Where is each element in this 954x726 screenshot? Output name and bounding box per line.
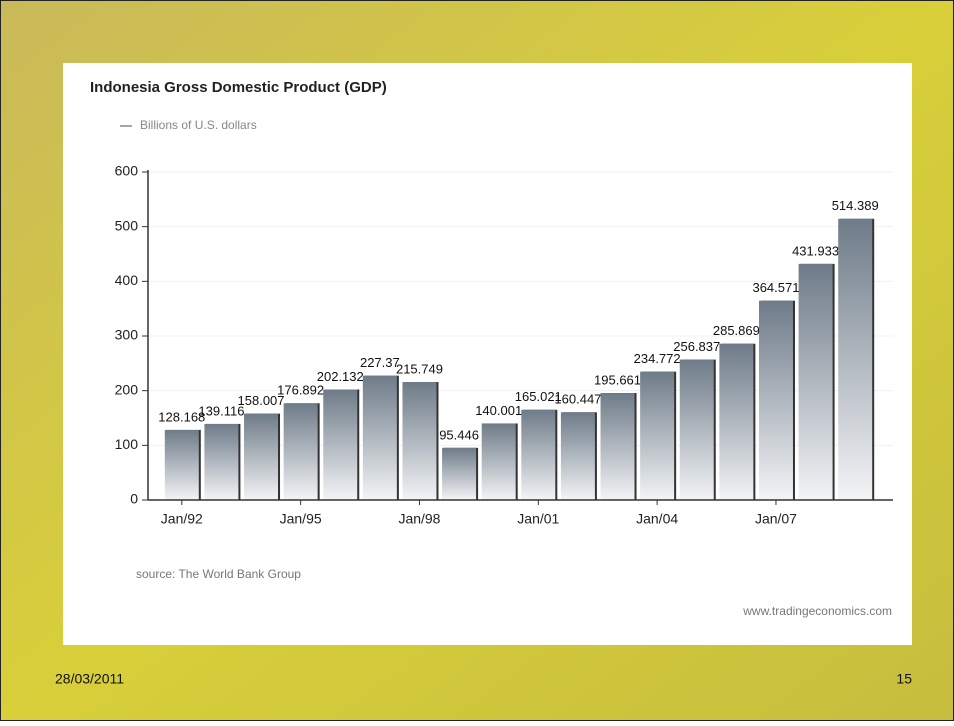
bar <box>442 447 477 500</box>
value-label: 140.001 <box>475 403 522 418</box>
y-tick-label: 200 <box>115 381 139 397</box>
x-tick-label: Jan/04 <box>636 511 678 527</box>
source: source: The World Bank Group <box>136 567 301 581</box>
value-label: 256.837 <box>673 339 720 354</box>
value-label: 160.447 <box>554 392 601 407</box>
bar <box>244 413 279 500</box>
bar <box>521 409 556 500</box>
bar <box>838 218 873 501</box>
value-label: 431.933 <box>792 243 839 258</box>
legend-label: Billions of U.S. dollars <box>140 118 257 132</box>
x-tick-label: Jan/01 <box>517 511 559 527</box>
bar <box>560 412 595 500</box>
y-tick-label: 500 <box>115 217 139 233</box>
value-label: 128.168 <box>158 409 205 424</box>
x-tick-label: Jan/98 <box>398 511 440 527</box>
value-label: 95.446 <box>439 427 479 442</box>
value-label: 176.892 <box>277 383 324 398</box>
slide-date: 28/03/2011 <box>55 671 124 687</box>
bar <box>481 423 516 500</box>
bar <box>719 343 754 500</box>
slide-number: 15 <box>896 671 912 687</box>
x-tick-label: Jan/95 <box>280 511 322 527</box>
x-tick-label: Jan/92 <box>161 511 203 527</box>
value-label: 234.772 <box>634 351 681 366</box>
x-tick-label: Jan/07 <box>755 511 797 527</box>
value-label: 139.116 <box>198 403 244 418</box>
bar <box>798 263 833 500</box>
bar <box>283 403 318 500</box>
value-label: 227.37 <box>360 355 400 370</box>
value-label: 514.389 <box>832 198 879 213</box>
y-tick-label: 600 <box>115 163 139 179</box>
y-tick-label: 300 <box>115 327 139 343</box>
value-label: 202.132 <box>317 369 364 384</box>
bar <box>402 382 437 500</box>
bar <box>323 389 358 500</box>
chart-title: Indonesia Gross Domestic Product (GDP) <box>90 79 387 96</box>
value-label: 158.007 <box>238 393 285 408</box>
value-label: 165.021 <box>515 389 562 404</box>
value-label: 285.869 <box>713 323 760 338</box>
value-label: 364.571 <box>752 280 799 295</box>
y-tick-label: 400 <box>115 272 139 288</box>
bar <box>362 375 397 500</box>
y-tick-label: 100 <box>115 436 139 452</box>
value-label: 215.749 <box>396 361 443 376</box>
bar <box>164 429 199 500</box>
y-tick-label: 0 <box>130 491 138 507</box>
bar <box>640 371 675 500</box>
value-label: 195.661 <box>594 372 641 387</box>
watermark: www.tradingeconomics.com <box>742 604 892 618</box>
bar <box>679 359 714 500</box>
bar <box>600 393 635 500</box>
bar <box>758 300 793 500</box>
bar <box>204 423 239 500</box>
